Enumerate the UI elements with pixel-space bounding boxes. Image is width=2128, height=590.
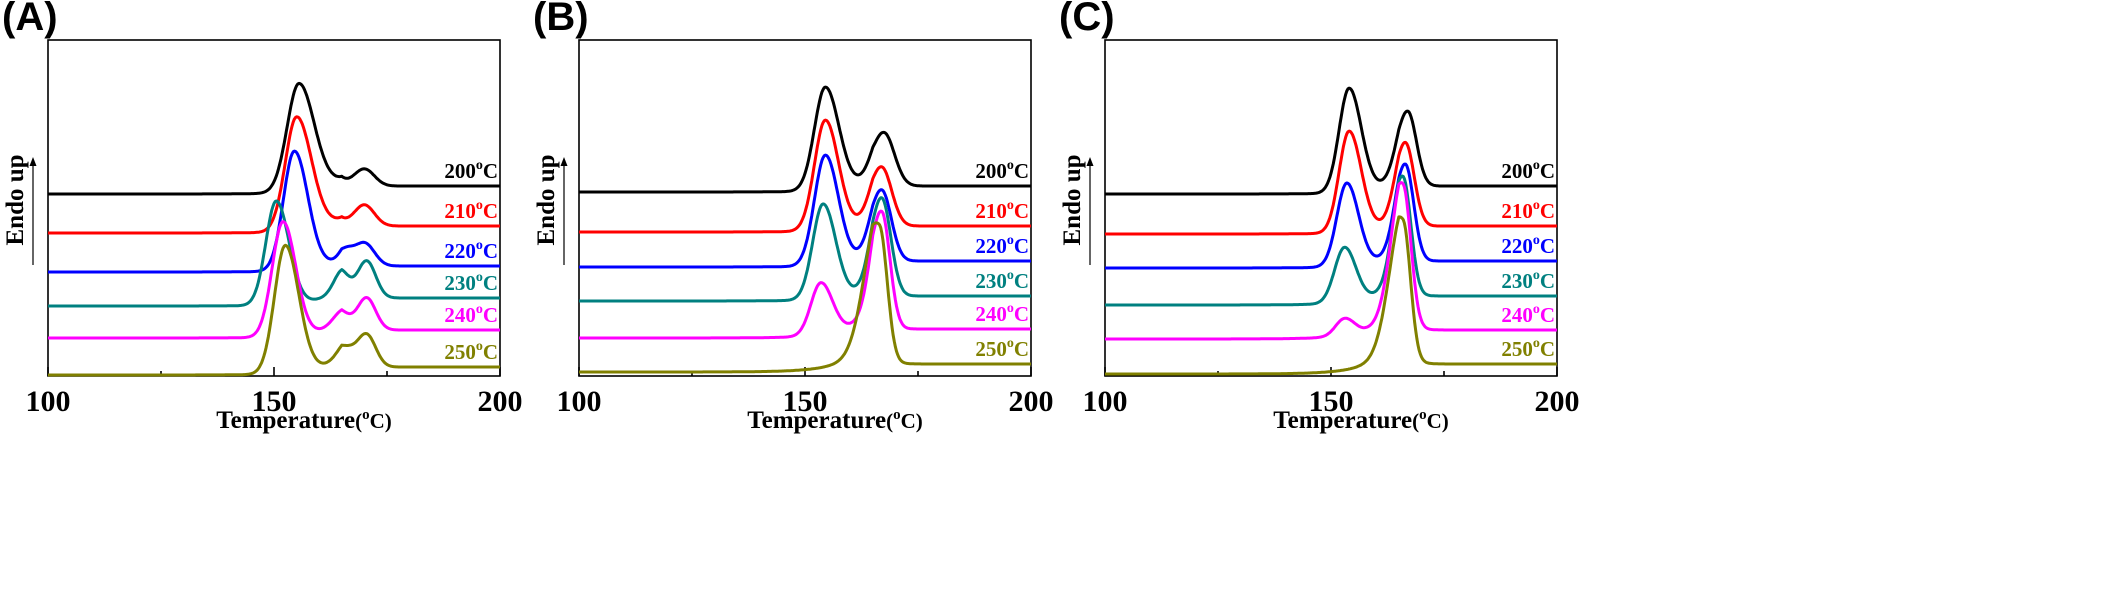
y-axis-title-group: Endo up <box>1059 154 1094 265</box>
panel-label: (A) <box>2 0 58 39</box>
endo-arrow-head <box>1086 157 1094 166</box>
dsc-panel-c: (C) 100 150 200 Temperature(oC) Endo up 200oC 2… <box>1057 0 1766 590</box>
curve-label-230: 230oC <box>975 268 1029 293</box>
x-tick-label: 200 <box>478 385 523 418</box>
dsc-curve-240 <box>578 209 1032 340</box>
curve-label-210: 210oC <box>444 198 498 223</box>
dsc-curve-230 <box>1104 174 1558 307</box>
curve-label-240: 240oC <box>444 302 498 327</box>
curve-label-240: 240oC <box>975 301 1029 326</box>
curve-label-240: 240oC <box>1501 302 1555 327</box>
curve-label-200: 200oC <box>975 158 1029 183</box>
dsc-curve-220 <box>578 153 1032 269</box>
curve-label-220: 220oC <box>975 233 1029 258</box>
dsc-curve-210 <box>47 115 501 235</box>
chart-svg: (A) 100 150 200 Temperature(oC) Endo up 200oC 2… <box>2 0 523 434</box>
dsc-curve-210 <box>1104 129 1558 236</box>
curve-label-230: 230oC <box>444 270 498 295</box>
dsc-curve-250 <box>47 243 501 377</box>
dsc-panel-b: (B) 100 150 200 Temperature(oC) Endo up 200oC 2… <box>531 0 1240 590</box>
x-tick-label: 200 <box>1009 385 1054 418</box>
dsc-curve-220 <box>1104 162 1558 270</box>
curve-label-230: 230oC <box>1501 268 1555 293</box>
x-tick-label: 150 <box>252 385 297 418</box>
curve-label-250: 250oC <box>975 336 1029 361</box>
y-axis-title: Endo up <box>533 154 560 245</box>
y-axis-title-group: Endo up <box>2 154 37 265</box>
x-tick-label: 100 <box>557 385 602 418</box>
x-tick-label: 200 <box>1535 385 1580 418</box>
curve-label-200: 200oC <box>444 158 498 183</box>
x-tick-label: 150 <box>783 385 828 418</box>
curve-label-200: 200oC <box>1501 158 1555 183</box>
dsc-curve-200 <box>578 85 1032 194</box>
x-tick-label: 100 <box>26 385 71 418</box>
curve-label-250: 250oC <box>1501 336 1555 361</box>
dsc-curve-240 <box>47 220 501 340</box>
endo-arrow-head <box>560 157 568 166</box>
dsc-curve-250 <box>1104 215 1558 376</box>
dsc-panel-a: (A) 100 150 200 Temperature(oC) Endo up 200oC 2… <box>0 0 709 590</box>
y-axis-title: Endo up <box>1059 154 1086 245</box>
dsc-curve-210 <box>578 118 1032 234</box>
x-tick-label: 150 <box>1309 385 1354 418</box>
x-axis-title: Temperature(oC) <box>216 407 392 434</box>
dsc-curve-250 <box>578 221 1032 374</box>
y-axis-title: Endo up <box>2 154 29 245</box>
curve-label-210: 210oC <box>975 198 1029 223</box>
dsc-curve-230 <box>578 196 1032 303</box>
x-axis-title: Temperature(oC) <box>747 407 923 434</box>
y-axis-title-group: Endo up <box>533 154 568 265</box>
curve-label-220: 220oC <box>1501 233 1555 258</box>
panel-label: (C) <box>1059 0 1115 39</box>
endo-arrow-head <box>29 157 37 166</box>
x-axis-title: Temperature(oC) <box>1273 407 1449 434</box>
panel-label: (B) <box>533 0 589 39</box>
curve-label-250: 250oC <box>444 339 498 364</box>
chart-svg: (B) 100 150 200 Temperature(oC) Endo up 200oC 2… <box>533 0 1054 434</box>
dsc-curve-200 <box>47 81 501 196</box>
chart-svg: (C) 100 150 200 Temperature(oC) Endo up 200oC 2… <box>1059 0 1580 434</box>
x-tick-label: 100 <box>1083 385 1128 418</box>
dsc-curve-240 <box>1104 181 1558 341</box>
curve-label-210: 210oC <box>1501 198 1555 223</box>
dsc-curve-200 <box>1104 86 1558 196</box>
dsc-curve-230 <box>47 199 501 308</box>
curve-label-220: 220oC <box>444 238 498 263</box>
